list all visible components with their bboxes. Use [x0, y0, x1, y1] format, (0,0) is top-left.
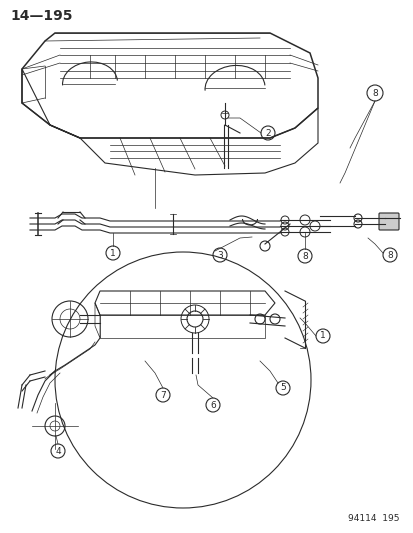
Text: 8: 8 [371, 88, 377, 98]
Text: 14—195: 14—195 [10, 9, 72, 23]
Text: 2: 2 [265, 128, 270, 138]
Text: 5: 5 [280, 384, 285, 392]
FancyBboxPatch shape [378, 213, 398, 230]
Text: 4: 4 [55, 447, 61, 456]
Text: 8: 8 [386, 251, 392, 260]
Text: 94114  195: 94114 195 [348, 514, 399, 523]
Text: 7: 7 [160, 391, 166, 400]
Text: 1: 1 [110, 248, 116, 257]
Text: 8: 8 [301, 252, 307, 261]
Text: 3: 3 [216, 251, 222, 260]
Text: 6: 6 [210, 400, 215, 409]
Text: 1: 1 [319, 332, 325, 341]
